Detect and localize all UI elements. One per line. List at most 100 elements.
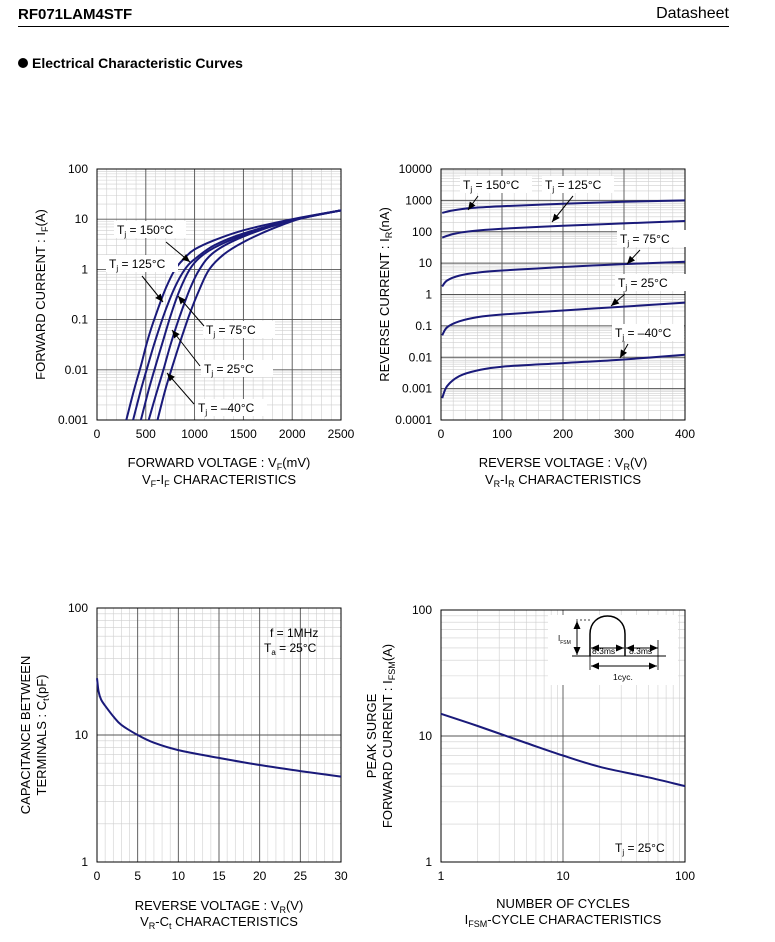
- chart-caption-part: -C: [155, 914, 169, 929]
- series-arrow-2-head: [178, 296, 186, 305]
- chart-caption-part: CHARACTERISTICS: [515, 472, 642, 487]
- x-axis-label: REVERSE VOLTAGE : VR(V): [479, 455, 648, 472]
- series-arrow-1-head: [552, 213, 560, 222]
- condition-temp-part: = 25°C: [624, 841, 665, 855]
- series-label-0-part: = 150°C: [472, 178, 519, 192]
- chart-caption-part: CHARACTERISTICS: [172, 914, 299, 929]
- series-label-4-part: = –40°C: [624, 326, 671, 340]
- y-tick-label: 0.0001: [395, 413, 432, 427]
- label-bg: [195, 399, 267, 416]
- inset-peak-arrow-down-head: [573, 647, 581, 655]
- x-axis-label-part: (mV): [282, 455, 310, 470]
- chart-caption: IFSM-CYCLE CHARACTERISTICS: [465, 912, 662, 929]
- series-curve-2: [441, 260, 686, 288]
- inset-cycle-arrow-l-head: [591, 662, 599, 670]
- series-label-4-part: j: [204, 408, 207, 417]
- x-tick-label: 500: [136, 427, 156, 441]
- chart-caption-part: t: [169, 921, 172, 931]
- x-tick-label: 0: [94, 427, 101, 441]
- y-axis-label-part: FORWARD CURRENT : I: [33, 232, 48, 380]
- x-axis-label-part: FORWARD VOLTAGE : V: [128, 455, 277, 470]
- series-label-1-part: j: [551, 185, 554, 194]
- series-label-3-part: T: [204, 362, 212, 376]
- series-label-2-part: T: [206, 323, 214, 337]
- x-tick-label: 0: [94, 869, 101, 883]
- series-curve-4: [441, 353, 686, 399]
- chart-caption-part: -I: [156, 472, 164, 487]
- section-heading: Electrical Characteristic Curves: [18, 55, 243, 71]
- x-axis-label-part: F: [277, 462, 283, 472]
- inset-arrow-left-head: [591, 644, 599, 652]
- y-tick-label: 100: [68, 601, 88, 615]
- series-label-1-part: T: [109, 257, 117, 271]
- y-axis-label-part: (A): [380, 644, 395, 661]
- plot-frame: [440, 168, 686, 421]
- series-curve-0: [441, 199, 686, 214]
- y-axis-label-part: FSM: [387, 661, 397, 680]
- inset-bg: [548, 615, 678, 685]
- series-label-3-part: T: [618, 276, 626, 290]
- y-axis-label-part: FORWARD CURRENT : I: [380, 680, 395, 828]
- x-tick-label: 25: [294, 869, 308, 883]
- y-axis-label-part: R: [384, 231, 394, 238]
- inset-arrow-right-head: [616, 644, 624, 652]
- series-label-0-part: T: [463, 178, 471, 192]
- chart-caption: VR-IR CHARACTERISTICS: [485, 472, 641, 489]
- condition-temp: Tj = 25°C: [615, 841, 665, 857]
- x-tick-label: 10: [172, 869, 186, 883]
- series-curve-2: [139, 209, 342, 421]
- x-axis-label-part: R: [279, 905, 286, 915]
- y-axis-label-part: REVERSE CURRENT : I: [377, 238, 392, 382]
- series-label-3: Tj = 25°C: [204, 362, 254, 378]
- chart-vf-if: 0 500 1000 1500 2000 2500 0.001 0.01 0.1 1 10 100 FO…: [33, 162, 355, 489]
- y-tick-label: 100: [412, 225, 432, 239]
- x-axis-label-part: R: [623, 462, 630, 472]
- y-tick-label: 0.001: [402, 382, 432, 396]
- label-bg: [106, 255, 178, 272]
- header-rule: [18, 26, 729, 27]
- y-tick-label: 1: [81, 262, 88, 276]
- y-tick-label: 0.1: [71, 313, 88, 327]
- series-label-1-part: = 125°C: [554, 178, 601, 192]
- y-axis-label-part: (A): [33, 209, 48, 226]
- label-bg: [201, 360, 273, 377]
- series-label-2-part: j: [212, 330, 215, 339]
- series-label-0: Tj = 150°C: [117, 223, 174, 239]
- section-title: Electrical Characteristic Curves: [32, 55, 243, 71]
- y-axis-label-part: F: [40, 226, 50, 232]
- x-tick-label: 400: [675, 427, 695, 441]
- inset-ifsm-label-part: FSM: [560, 640, 571, 646]
- label-bg: [615, 274, 687, 291]
- inset-arrow-right2-head: [650, 644, 658, 652]
- x-axis-label-part: REVERSE VOLTAGE : V: [135, 898, 280, 913]
- inset-half-period-1: 8.3ms: [592, 646, 615, 656]
- x-tick-label: 100: [675, 869, 695, 883]
- condition-temp-part: j: [621, 848, 624, 857]
- x-axis-label: REVERSE VOLTAGE : VR(V): [135, 898, 304, 915]
- y-tick-label: 1000: [405, 193, 432, 207]
- series-label-1-part: j: [115, 264, 118, 273]
- chart-caption-part: V: [485, 472, 494, 487]
- series-curve-0: [440, 712, 686, 788]
- chart-caption-part: FSM: [468, 919, 487, 929]
- plot-frame: [96, 168, 342, 421]
- chart-caption-part: R: [494, 479, 501, 489]
- chart-vr-ir: 0 100 200 300 400 0.0001 0.001 0.01 0.1 1 10 100 100…: [377, 162, 695, 489]
- chart-caption-part: CHARACTERISTICS: [170, 472, 297, 487]
- inset-cycle-label: 1cyc.: [613, 672, 633, 682]
- x-axis-label: FORWARD VOLTAGE : VF(mV): [128, 455, 311, 472]
- y-tick-label: 0.001: [58, 413, 88, 427]
- chart-caption-part: R: [508, 479, 515, 489]
- series-label-0-part: j: [469, 185, 472, 194]
- inset-arrow-left2-head: [626, 644, 634, 652]
- y-tick-label: 10: [75, 728, 89, 742]
- y-tick-label: 0.01: [65, 363, 89, 377]
- chart-caption-part: F: [164, 479, 170, 489]
- series-label-1-part: T: [545, 178, 553, 192]
- y-axis-label-part: t: [41, 698, 51, 701]
- y-tick-label: 1: [81, 855, 88, 869]
- y-tick-label: 0.01: [409, 350, 433, 364]
- series-label-2-part: = 75°C: [215, 323, 256, 337]
